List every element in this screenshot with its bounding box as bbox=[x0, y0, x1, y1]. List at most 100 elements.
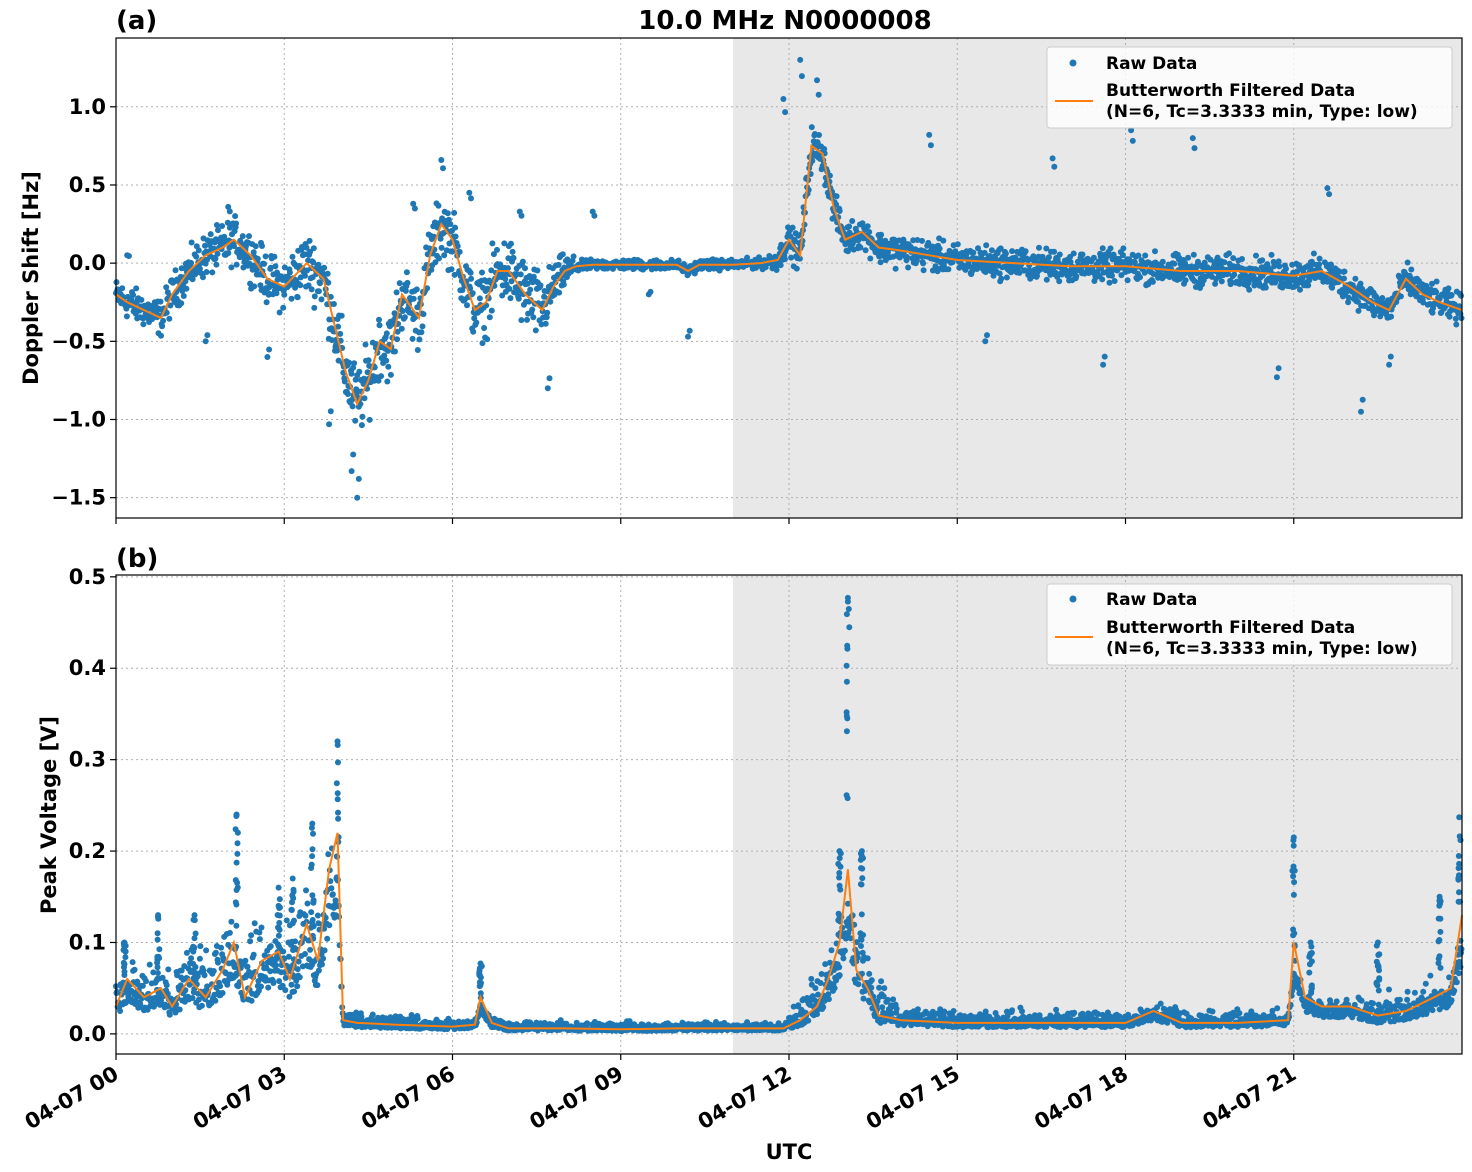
raw-data-point bbox=[448, 266, 455, 273]
raw-data-point bbox=[468, 275, 475, 282]
raw-data-point bbox=[1209, 1008, 1216, 1015]
raw-data-point bbox=[383, 330, 390, 337]
raw-data-point bbox=[467, 269, 474, 276]
panel-a: (a) 1.00.50.0−0.5−1.0−1.5 Doppler Shift … bbox=[19, 6, 1465, 524]
panel-b: (b) 0.50.40.30.20.10.0 Peak Voltage [V] … bbox=[37, 544, 1465, 1060]
raw-data-point bbox=[262, 253, 269, 260]
raw-data-point bbox=[1043, 276, 1050, 283]
raw-data-point bbox=[831, 985, 838, 992]
raw-data-point bbox=[1268, 251, 1275, 258]
raw-data-point bbox=[449, 248, 456, 255]
raw-data-point bbox=[789, 224, 796, 231]
raw-data-point bbox=[1359, 396, 1366, 403]
raw-data-point bbox=[288, 981, 295, 988]
raw-data-point bbox=[547, 298, 554, 305]
raw-data-point bbox=[925, 239, 932, 246]
y-tick-label: −0.5 bbox=[51, 329, 106, 353]
raw-data-point bbox=[143, 978, 149, 985]
raw-data-point bbox=[1226, 250, 1232, 257]
raw-data-point bbox=[319, 961, 325, 968]
raw-data-point bbox=[325, 851, 332, 858]
raw-data-point bbox=[359, 413, 366, 420]
raw-data-point bbox=[1253, 252, 1259, 259]
panel-a-legend-filtered-label-line1: Butterworth Filtered Data bbox=[1106, 81, 1355, 101]
raw-data-point bbox=[892, 265, 899, 272]
raw-data-point bbox=[1341, 268, 1348, 275]
raw-data-point bbox=[878, 231, 885, 238]
raw-data-point bbox=[1230, 255, 1237, 262]
raw-data-point bbox=[534, 267, 541, 274]
raw-data-point bbox=[1142, 252, 1149, 259]
raw-data-point bbox=[1404, 259, 1411, 266]
raw-data-point bbox=[486, 314, 493, 321]
raw-data-point bbox=[403, 269, 410, 276]
raw-data-point bbox=[542, 320, 549, 327]
raw-data-point bbox=[1120, 245, 1127, 252]
raw-data-point bbox=[1149, 278, 1156, 285]
raw-data-point bbox=[814, 77, 820, 84]
raw-data-point bbox=[905, 264, 912, 271]
raw-data-point bbox=[351, 360, 358, 367]
raw-data-point bbox=[188, 955, 195, 962]
raw-data-point bbox=[914, 237, 921, 243]
raw-data-point bbox=[452, 233, 459, 240]
raw-data-point bbox=[591, 212, 598, 219]
raw-data-point bbox=[213, 261, 220, 268]
raw-data-point bbox=[163, 982, 170, 989]
raw-data-point bbox=[1275, 365, 1282, 372]
raw-data-point bbox=[517, 271, 524, 278]
raw-data-point bbox=[375, 377, 382, 384]
raw-data-point bbox=[1218, 278, 1225, 285]
raw-data-point bbox=[189, 276, 196, 283]
raw-data-point bbox=[950, 1008, 957, 1014]
raw-data-point bbox=[314, 912, 321, 919]
raw-data-point bbox=[1152, 248, 1158, 255]
raw-data-point bbox=[272, 263, 279, 270]
raw-data-point bbox=[349, 403, 356, 410]
raw-data-point bbox=[932, 263, 939, 270]
raw-data-point bbox=[1190, 251, 1197, 258]
raw-data-point bbox=[254, 255, 261, 262]
raw-data-point bbox=[841, 947, 848, 954]
raw-data-point bbox=[473, 319, 480, 326]
raw-data-point bbox=[1433, 289, 1440, 296]
raw-data-point bbox=[1099, 245, 1106, 252]
raw-data-point bbox=[202, 338, 209, 345]
raw-data-point bbox=[219, 223, 226, 229]
raw-data-point bbox=[546, 375, 553, 382]
raw-data-point bbox=[466, 189, 473, 196]
raw-data-point bbox=[263, 299, 270, 306]
raw-data-point bbox=[796, 255, 803, 262]
raw-data-point bbox=[508, 240, 514, 247]
panel-a-y-ticks: 1.00.50.0−0.5−1.0−1.5 bbox=[51, 95, 116, 510]
raw-data-point bbox=[314, 982, 321, 989]
raw-data-point bbox=[876, 984, 883, 991]
raw-data-point bbox=[504, 265, 511, 272]
raw-data-point bbox=[326, 421, 333, 428]
raw-data-point bbox=[515, 295, 522, 302]
panel-a-y-axis-label: Doppler Shift [Hz] bbox=[19, 171, 43, 385]
raw-data-point bbox=[1324, 185, 1331, 192]
raw-data-point bbox=[858, 943, 864, 949]
raw-data-point bbox=[246, 233, 252, 240]
raw-data-point bbox=[358, 422, 365, 429]
raw-data-point bbox=[452, 224, 459, 231]
raw-data-point bbox=[315, 288, 322, 295]
raw-data-point bbox=[1056, 251, 1063, 258]
raw-data-point bbox=[231, 243, 237, 250]
raw-data-point bbox=[1129, 137, 1136, 144]
raw-data-point bbox=[920, 267, 927, 274]
raw-data-point bbox=[311, 293, 318, 300]
raw-data-point bbox=[1433, 278, 1440, 285]
raw-data-point bbox=[288, 295, 295, 302]
raw-data-point bbox=[1099, 276, 1106, 283]
raw-data-point bbox=[808, 124, 815, 131]
raw-data-point bbox=[510, 255, 517, 261]
raw-data-point bbox=[348, 370, 355, 377]
raw-data-point bbox=[456, 248, 463, 255]
raw-data-point bbox=[281, 264, 288, 271]
raw-data-point bbox=[1090, 254, 1097, 261]
raw-data-point bbox=[881, 985, 888, 992]
raw-data-point bbox=[123, 313, 130, 320]
raw-data-point bbox=[376, 316, 382, 323]
